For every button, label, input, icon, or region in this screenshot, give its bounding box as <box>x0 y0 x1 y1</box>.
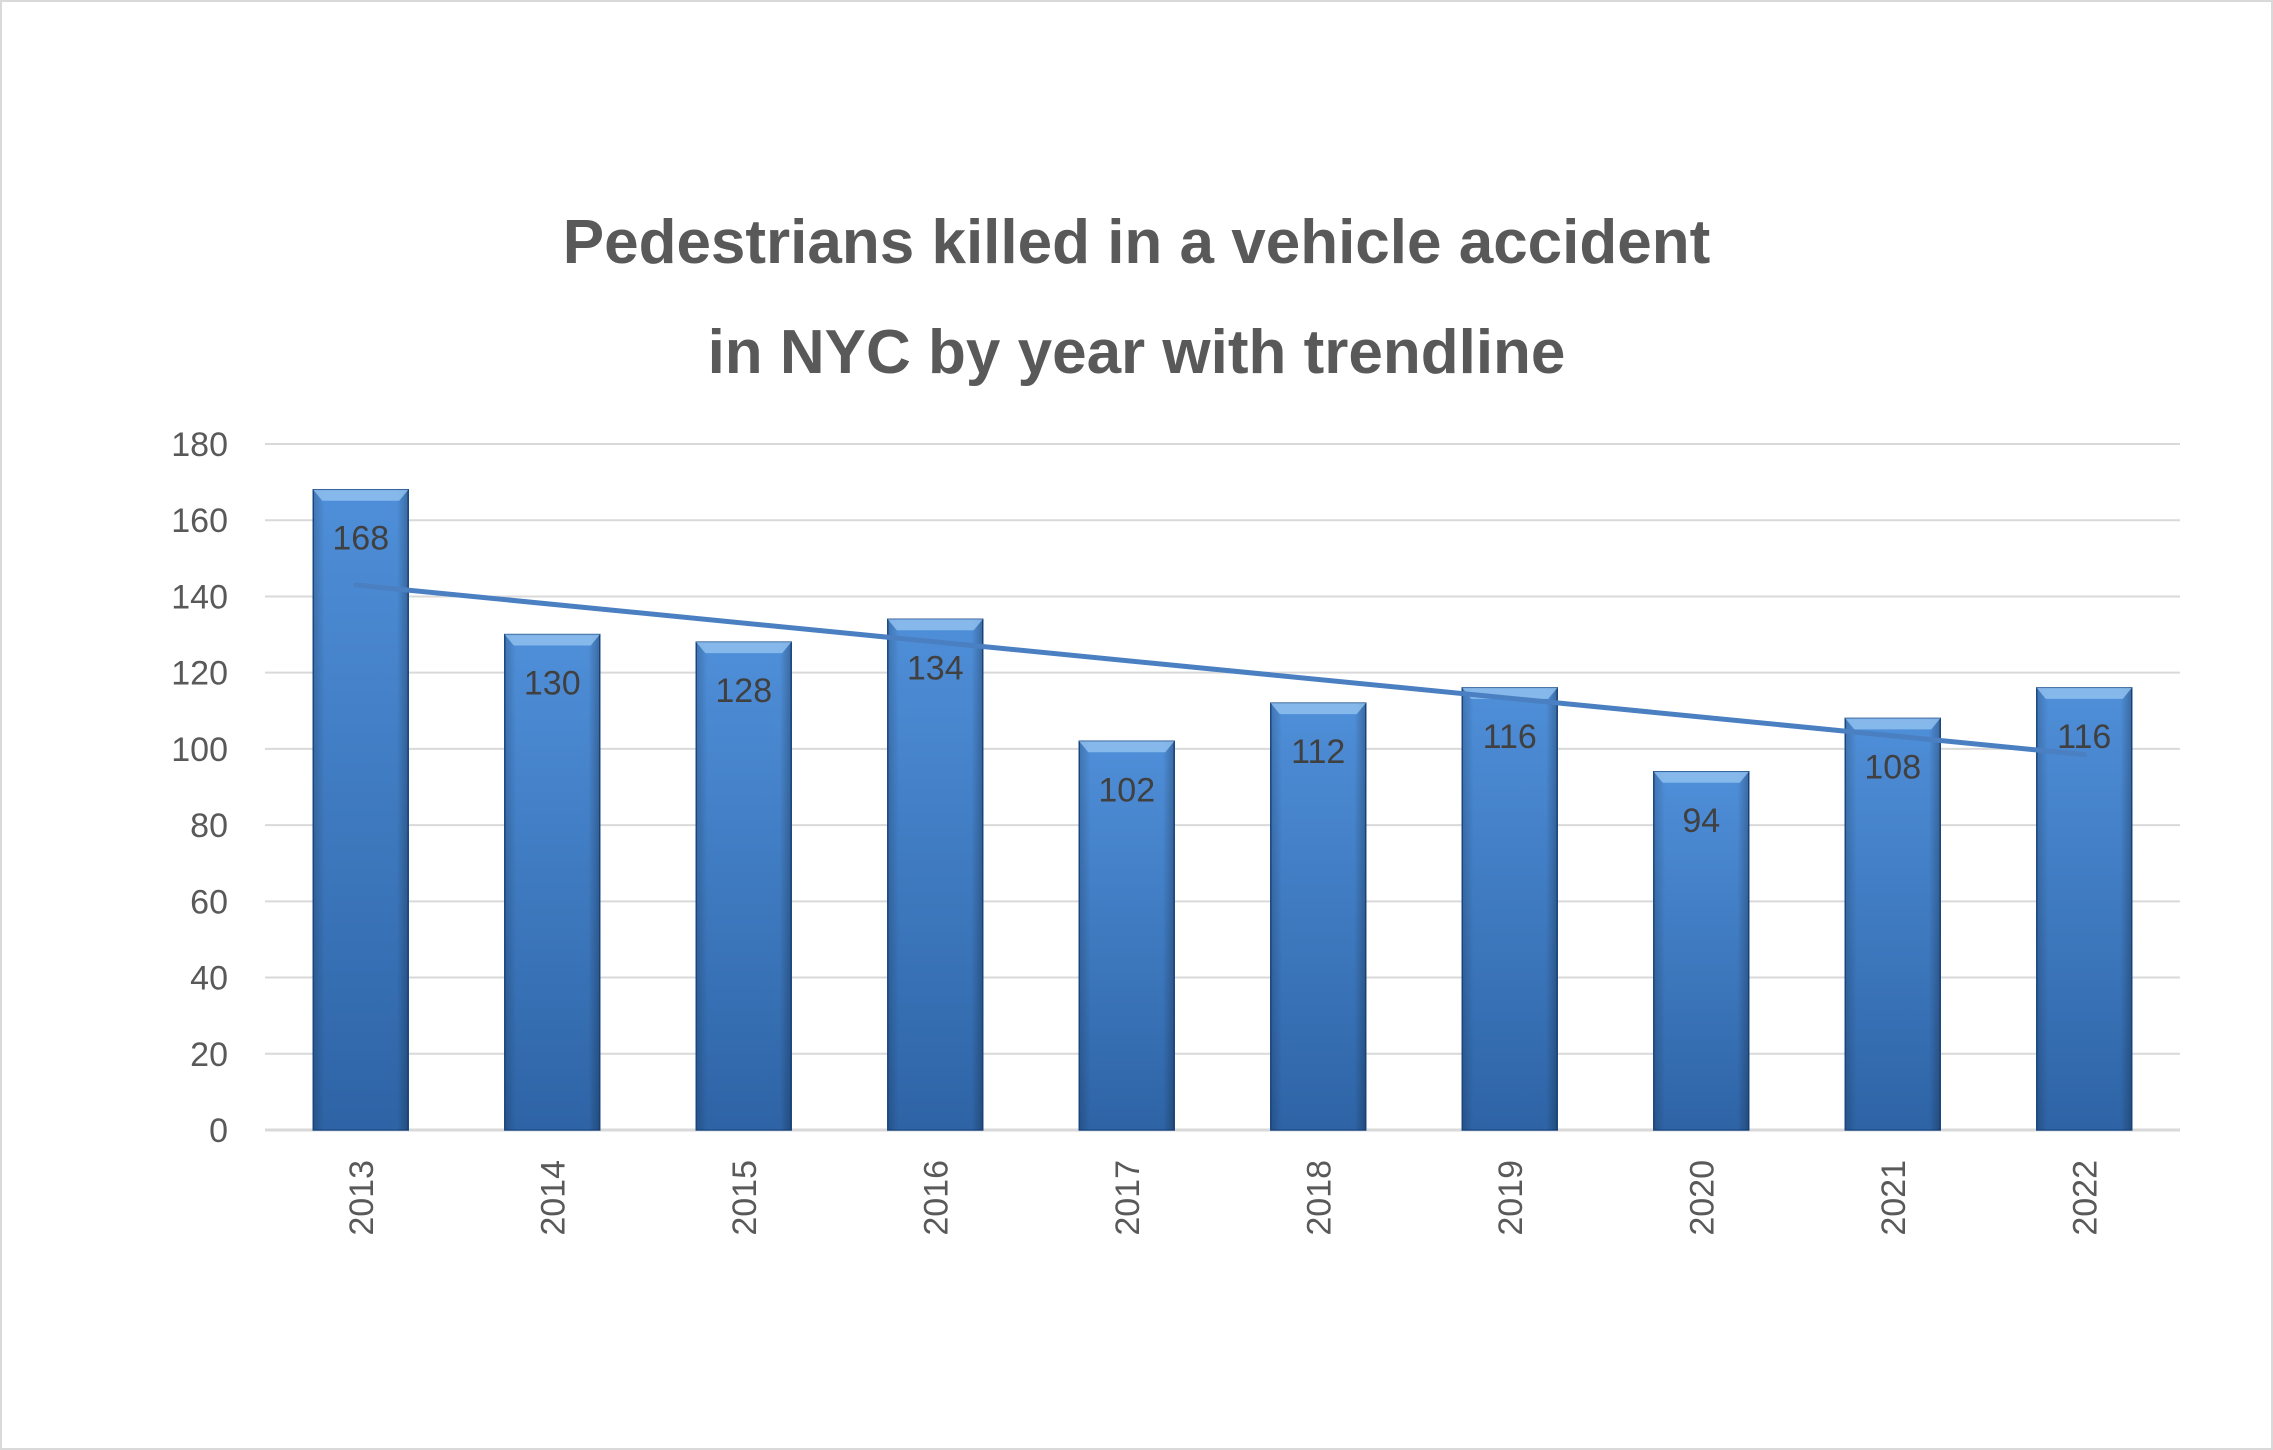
data-label: 130 <box>524 665 581 703</box>
y-axis: 0 20 40 60 80 100 120 140 160 180 <box>171 426 228 1150</box>
bar-shading <box>1079 741 1175 1130</box>
x-tick-label: 2018 <box>1300 1160 1338 1236</box>
chart-title-line-2: in NYC by year with trendline <box>707 318 1566 387</box>
bar-bevel <box>1079 741 1175 753</box>
y-tick-label: 180 <box>171 426 228 464</box>
data-label: 128 <box>715 672 772 710</box>
bar-bevel <box>313 489 409 501</box>
y-tick-label: 140 <box>171 578 228 616</box>
x-tick-label: 2020 <box>1683 1160 1721 1236</box>
x-tick-label: 2021 <box>1875 1160 1913 1236</box>
data-label: 134 <box>907 649 964 687</box>
x-tick-label: 2022 <box>2066 1160 2104 1236</box>
chart-title: Pedestrians killed in a vehicle accident… <box>0 188 2273 408</box>
bar-bevel <box>887 619 983 631</box>
x-tick-label: 2013 <box>343 1160 381 1236</box>
x-tick-label: 2017 <box>1109 1160 1147 1236</box>
bar-shading <box>1270 703 1366 1130</box>
y-tick-label: 20 <box>190 1036 228 1074</box>
data-label: 116 <box>1483 718 1537 756</box>
y-tick-label: 40 <box>190 960 228 998</box>
bar-bevel <box>1845 718 1941 730</box>
data-label: 102 <box>1098 771 1155 809</box>
y-tick-label: 100 <box>171 731 228 769</box>
bar-bevel <box>504 634 600 646</box>
trendline-layer <box>353 582 2087 758</box>
data-label: 112 <box>1291 733 1345 771</box>
bar-shading <box>1653 771 1749 1130</box>
y-tick-label: 120 <box>171 655 228 693</box>
bar-bevel <box>1653 771 1749 783</box>
bars <box>312 488 2133 1131</box>
x-tick-label: 2019 <box>1492 1160 1530 1236</box>
bar-shading <box>887 619 983 1130</box>
bar-shading <box>504 634 600 1130</box>
bar-shading <box>313 489 409 1130</box>
bar-shading <box>696 642 792 1130</box>
bar-shading <box>1845 718 1941 1130</box>
bar-bevel <box>696 642 792 654</box>
x-tick-label: 2015 <box>726 1160 764 1236</box>
chart-title-line-1: Pedestrians killed in a vehicle accident <box>562 208 1711 277</box>
y-tick-label: 80 <box>190 807 228 845</box>
bar-bevel <box>2036 687 2132 699</box>
x-tick-label: 2016 <box>917 1160 955 1236</box>
y-tick-label: 0 <box>209 1112 228 1150</box>
y-tick-label: 60 <box>190 883 228 921</box>
bar-shading <box>2036 687 2132 1130</box>
y-tick-label: 160 <box>171 502 228 540</box>
trendline <box>353 582 2087 758</box>
data-label: 94 <box>1682 802 1720 840</box>
data-label: 108 <box>1864 748 1921 786</box>
bar-bevel <box>1270 703 1366 715</box>
bar-shading <box>1462 687 1558 1130</box>
data-labels: 168 130 128 134 102 112 116 94 108 116 <box>332 520 2111 840</box>
x-axis: 2013 2014 2015 2016 2017 2018 2019 2020 2021 2022 <box>343 1160 2105 1236</box>
data-label: 168 <box>332 520 389 558</box>
data-label: 116 <box>2057 718 2111 756</box>
x-tick-label: 2014 <box>534 1160 572 1236</box>
